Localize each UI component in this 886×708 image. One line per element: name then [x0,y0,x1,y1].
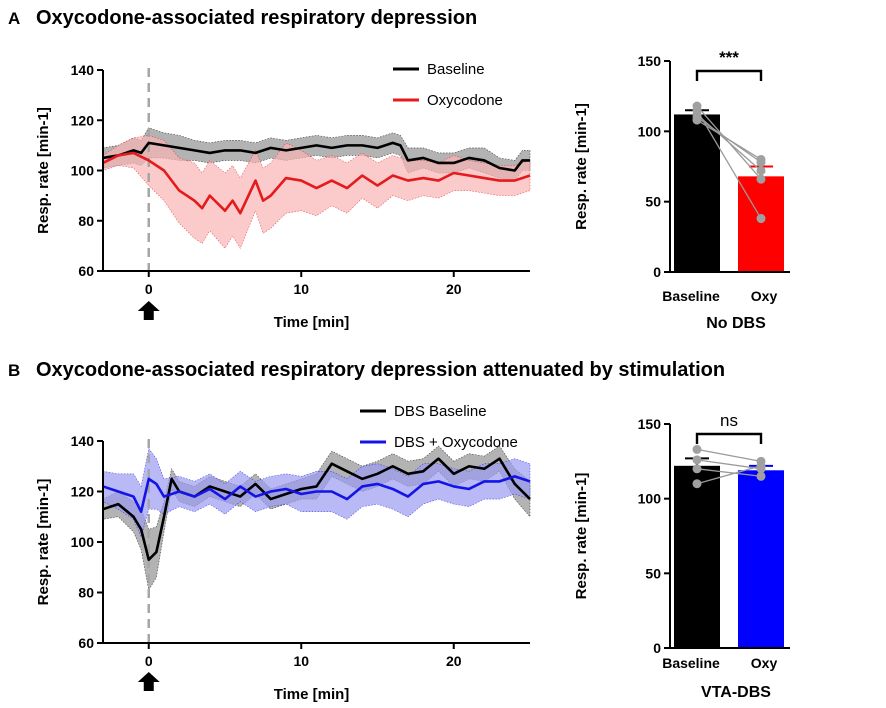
chart-3-pair-line-0 [696,448,762,462]
chart-0-series-1-line [102,151,531,215]
chart-1-category-label-0: Baseline [662,288,720,304]
chart-3-group-label: VTA-DBS [701,684,771,701]
chart-2-ytick-label-0: 60 [78,635,94,651]
chart-1-pair-line-3 [696,109,762,219]
chart-2-ytick-label-2: 100 [71,534,95,550]
chart-1-point-1-2 [756,174,766,184]
chart-0-injection-arrow-icon [137,301,160,320]
chart-1-ylabel: Resp. rate [min-1] [573,103,590,230]
chart-0-ylabel: Resp. rate [min-1] [35,107,52,234]
chart-3-significance-label: ns [720,411,738,430]
chart-0-xtick-label-2: 20 [446,281,462,297]
chart-1-point-1-4 [756,166,766,176]
chart-3-ytick-label-3: 150 [638,416,662,432]
chart-0-ytick-label-0: 60 [78,263,94,279]
chart-1-point-0-4 [692,109,702,119]
chart-1-group-label: No DBS [706,315,766,332]
chart-3-pair-line-3 [696,465,762,485]
panel-b-timecourse-chart: 60 80 100 120 140 0 10 20 Time [min] Resp. rate [… [35,403,531,703]
chart-0-ytick-label-3: 120 [71,112,95,128]
chart-3-point-0-3 [692,479,702,489]
chart-2-ytick-label-4: 140 [71,433,95,449]
chart-0-ytick-label-2: 100 [71,163,95,179]
chart-0-xlabel: Time [min] [274,314,350,331]
chart-2-xtick-label-2: 20 [446,653,462,669]
chart-3-bar-0 [674,465,720,648]
chart-0-ytick-label-4: 140 [71,62,95,78]
chart-3-pair-line-2 [696,468,762,477]
panel-a-timecourse-chart: 60 80 100 120 140 0 10 20 Time [min] Resp. rate [… [35,61,531,331]
chart-1-point-1-3 [756,214,766,224]
chart-3-ylabel: Resp. rate [min-1] [573,473,590,600]
chart-0-xtick-label-0: 0 [145,281,153,297]
chart-2-xtick-label-0: 0 [145,653,153,669]
chart-0-xtick-label-1: 10 [293,281,309,297]
chart-3-point-0-0 [692,444,702,454]
panel-a-title: Oxycodone-associated respiratory depress… [36,7,477,29]
chart-3-category-label-1: Oxy [751,655,778,671]
chart-2-ytick-label-1: 80 [78,585,94,601]
chart-2-ytick-label-3: 120 [71,484,95,500]
chart-1-ytick-label-1: 50 [645,194,661,210]
chart-2-xtick-label-1: 10 [293,653,309,669]
chart-2-series-1-line [102,475,531,514]
chart-3-bar-1 [738,470,784,648]
chart-0-legend-label-1: Oxycodone [427,92,503,109]
chart-1-pair-line-4 [696,113,762,172]
chart-1-pair-line-1 [696,119,762,161]
chart-3-ytick-label-2: 100 [638,491,662,507]
chart-3-point-1-3 [756,461,766,471]
chart-3-ytick-label-1: 50 [645,565,661,581]
chart-1-ytick-label-0: 0 [653,264,661,280]
panel-b-title: Oxycodone-associated respiratory depress… [36,359,725,381]
chart-3-point-1-2 [756,471,766,481]
chart-2-injection-arrow-icon [137,672,160,691]
chart-1-significance-label: *** [719,48,739,67]
chart-3-category-label-0: Baseline [662,655,720,671]
panel-a-letter: A [8,9,20,28]
chart-1-bar-0 [674,114,720,272]
chart-2-ylabel: Resp. rate [min-1] [35,479,52,606]
chart-1-point-1-1 [756,154,766,164]
chart-1-ytick-label-2: 100 [638,123,662,139]
chart-3-ytick-label-0: 0 [653,640,661,656]
chart-3-point-0-1 [692,455,702,465]
panel-b-letter: B [8,361,20,380]
chart-0-legend-label-0: Baseline [427,61,485,78]
chart-2-legend-label-0: DBS Baseline [394,403,487,420]
chart-0-ytick-label-1: 80 [78,213,94,229]
chart-3-pair-line-1 [696,459,762,470]
chart-1-category-label-1: Oxy [751,288,778,304]
chart-1-ytick-label-3: 150 [638,53,662,69]
chart-0-series-0-line [102,141,530,172]
panel-b-bar-chart: 0 50 100 150 Baseline Oxy VTA-DBS Resp. rate [m… [573,411,790,701]
chart-3-significance-bracket [695,432,763,444]
chart-2-xlabel: Time [min] [274,686,350,703]
chart-0-band-1 [102,135,531,250]
chart-2-legend-label-1: DBS + Oxycodone [394,434,518,451]
chart-3-point-0-2 [692,464,702,474]
panel-a-bar-chart: 0 50 100 150 Baseline Oxy No DBS Resp. rate [mi… [573,48,790,332]
chart-1-significance-bracket [695,69,763,81]
